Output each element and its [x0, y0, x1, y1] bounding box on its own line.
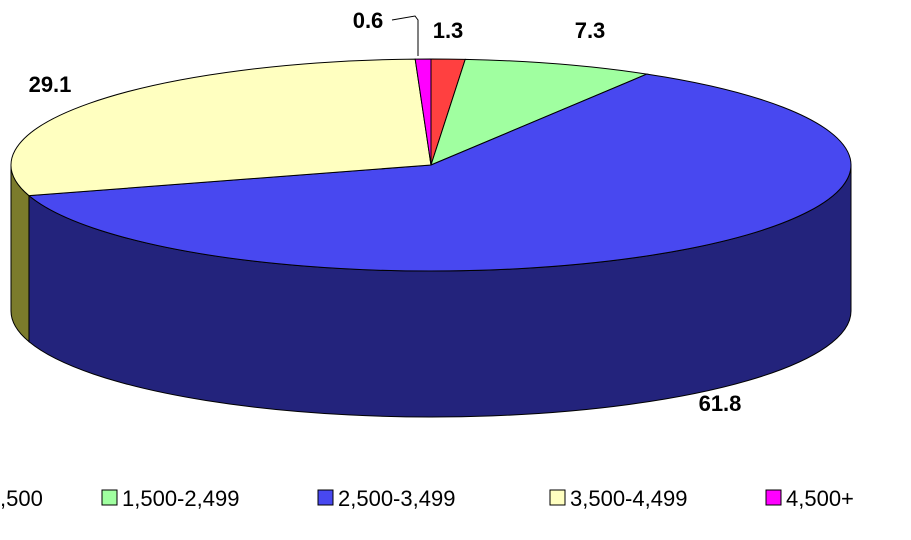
pie-slice-2 [27, 73, 852, 272]
data-label-3: 29.1 [29, 72, 72, 97]
data-labels: 1.3 7.3 61.8 29.1 0.6 [29, 8, 742, 416]
data-label-4: 0.6 [353, 8, 384, 33]
pie-slice-4 [414, 58, 432, 166]
pie-slice-1 [430, 58, 649, 166]
pie-tops [10, 58, 852, 272]
leader-line [391, 15, 419, 56]
legend-label-3: 3,500-4,499 [570, 486, 687, 511]
legend-swatch-3 [549, 489, 566, 506]
data-label-0: 1.3 [433, 18, 464, 43]
legend-swatch-2 [317, 489, 334, 506]
data-label-2: 61.8 [699, 391, 742, 416]
legend-swatch-1 [101, 489, 118, 506]
pie-slice-3 [10, 58, 432, 197]
legend-label-4: 4,500+ [786, 486, 854, 511]
legend: ,500 1,500-2,499 2,500-3,499 3,500-4,499 4,5… [0, 486, 854, 511]
legend-label-0: ,500 [0, 486, 43, 511]
data-label-1: 7.3 [575, 18, 606, 43]
legend-label-1: 1,500-2,499 [122, 486, 239, 511]
legend-swatch-4 [765, 489, 782, 506]
legend-label-2: 2,500-3,499 [338, 486, 455, 511]
